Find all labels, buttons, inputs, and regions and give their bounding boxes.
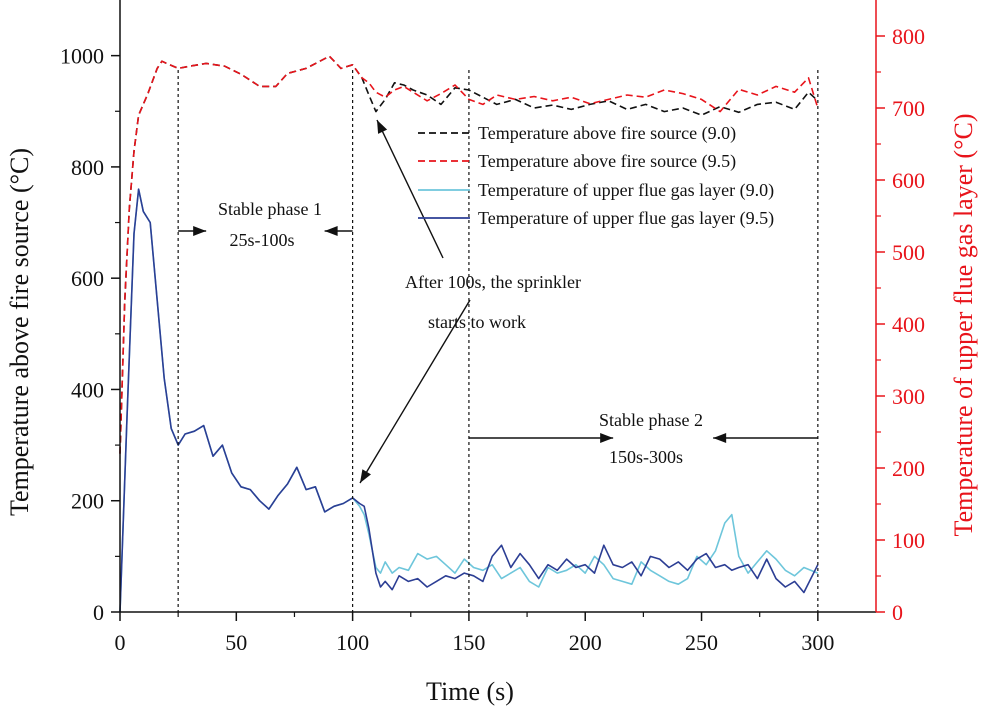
x-tick-label-0: 0 [115,630,126,655]
axes: 0 50 100 150 200 250 300 0 200 400 600 800 1000 0 100 2… [60,0,925,655]
sprinkler-arrow-up-shaft [376,119,444,259]
sprinkler-arrow-down-shaft [359,299,471,484]
x-tick-label-250: 250 [685,630,718,655]
y-left-tick-label-600: 600 [71,266,104,291]
x-tick-label-150: 150 [452,630,485,655]
y-right-tick-label-100: 100 [892,528,925,553]
x-tick-label-300: 300 [801,630,834,655]
y-right-tick-label-600: 600 [892,168,925,193]
series-layer [119,55,819,613]
y-right-tick-label-700: 700 [892,96,925,121]
sprinkler-arrow-up-head [377,120,388,134]
sprinkler-annotation-line-2: starts to work [428,312,526,332]
y-left-tick-label-1000: 1000 [60,44,104,69]
stable-phase-2-label: Stable phase 2 [599,410,703,430]
stable-phase-2-range: 150s-300s [609,447,683,467]
y-right-tick-label-200: 200 [892,456,925,481]
stable-phase-1-arrow-right-head [324,226,338,236]
stable-phase-2-arrow-right-head [713,433,727,443]
stable-phase-2-arrow-left [468,433,614,443]
legend-label-4: Temperature of upper flue gas layer (9.5… [478,208,774,229]
x-tick-label-100: 100 [336,630,369,655]
stable-phase-2-arrow-right [713,433,818,443]
sprinkler-arrow-up [376,119,444,259]
sprinkler-annotation-line-1: After 100s, the sprinkler [405,272,581,292]
y-right-tick-label-800: 800 [892,24,925,49]
x-axis-title: Time (s) [426,677,514,706]
stable-phase-1-range: 25s-100s [229,230,294,250]
stable-phase-1-arrow-right [324,226,353,236]
legend-label-2: Temperature above fire source (9.5) [478,151,736,172]
legend-label-3: Temperature of upper flue gas layer (9.0… [478,180,774,201]
series-line-4 [119,188,819,613]
stable-phase-1-arrow-left-head [193,226,207,236]
stable-phase-1-label: Stable phase 1 [218,199,322,219]
y-left-tick-label-400: 400 [71,377,104,402]
x-tick-label-50: 50 [225,630,247,655]
y-right-tick-label-0: 0 [892,600,903,625]
y-left-tick-label-0: 0 [93,600,104,625]
annotations: Stable phase 1 25s-100s Stable phase 2 1… [178,119,818,484]
y-right-tick-label-400: 400 [892,312,925,337]
y-axis-left-title: Temperature above fire source (°C) [5,148,34,516]
series-line-2 [119,55,819,454]
legend-label-1: Temperature above fire source (9.0) [478,123,736,144]
y-right-tick-label-300: 300 [892,384,925,409]
series-line-1 [119,55,819,454]
sprinkler-arrow-down-head [360,469,371,483]
stable-phase-2-arrow-left-head [600,433,614,443]
y-left-tick-label-800: 800 [71,155,104,180]
sprinkler-arrow-down [359,299,471,484]
y-left-tick-label-200: 200 [71,489,104,514]
stable-phase-1-arrow-left [178,226,207,236]
legend: Temperature above fire source (9.0) Temp… [418,123,774,229]
y-axis-right-title: Temperature of upper flue gas layer (°C) [949,114,978,537]
y-right-tick-label-500: 500 [892,240,925,265]
x-tick-label-200: 200 [569,630,602,655]
